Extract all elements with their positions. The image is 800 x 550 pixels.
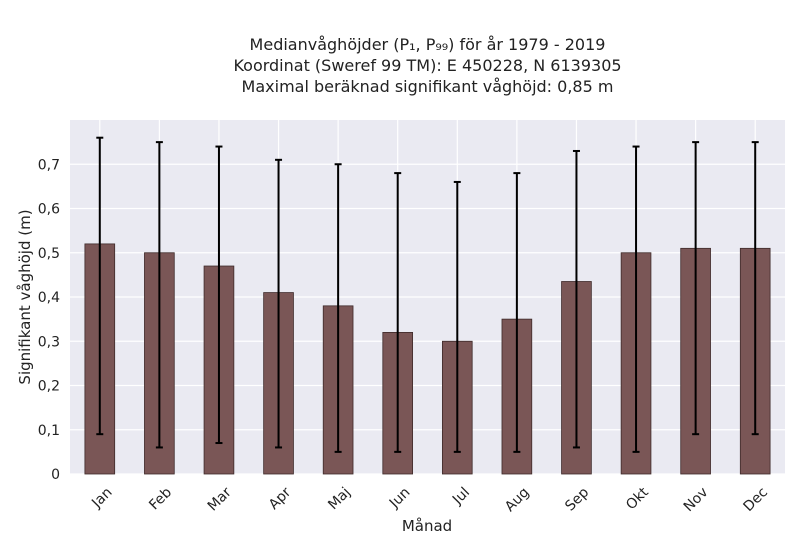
x-tick-label: Okt (623, 484, 652, 513)
error-bars (96, 136, 759, 453)
errorbar-jan (96, 136, 104, 436)
chart-title-line-2: Koordinat (Sweref 99 TM): E 450228, N 61… (233, 56, 622, 75)
x-tick-label: Sep (562, 484, 592, 514)
errorbar-sep (572, 149, 580, 449)
y-axis-ticks: 0 0,1 0,2 0,3 0,4 0,5 0,6 0,7 (38, 157, 60, 483)
x-tick-label: Nov (681, 484, 712, 515)
errorbar-jul (453, 180, 461, 453)
chart-title-line-1: Medianvåghöjder (P₁, P₉₉) för år 1979 - … (249, 35, 606, 54)
x-axis-ticks: Jan Feb Mar Apr Maj Jun Jul Aug Sep Okt Nov Dec (88, 484, 771, 515)
errorbar-nov (692, 141, 700, 436)
chart-title-line-3: Maximal beräknad signifikant våghöjd: 0,… (241, 77, 614, 96)
x-tick-label: Jun (386, 484, 413, 511)
y-tick-label: 0 (51, 467, 60, 483)
x-axis-label: Månad (402, 517, 452, 535)
errorbar-apr (275, 158, 283, 449)
errorbar-feb (155, 141, 163, 449)
x-tick-label: Feb (146, 484, 175, 513)
y-tick-label: 0,5 (38, 246, 60, 262)
x-tick-label: Jul (449, 484, 473, 508)
y-axis-label: Signifikant våghöjd (m) (16, 209, 34, 384)
errorbar-jun (394, 172, 402, 453)
errorbar-mar (215, 145, 223, 445)
errorbar-dec (751, 141, 759, 436)
y-tick-label: 0,7 (38, 157, 60, 173)
x-tick-label: Dec (740, 484, 770, 514)
y-tick-label: 0,2 (38, 379, 60, 395)
y-tick-label: 0,4 (38, 290, 60, 306)
y-tick-label: 0,6 (38, 202, 60, 218)
x-tick-label: Apr (266, 484, 295, 513)
errorbar-maj (334, 163, 342, 453)
errorbar-okt (632, 145, 640, 453)
errorbar-aug (513, 172, 521, 453)
x-tick-label: Jan (88, 484, 115, 511)
y-tick-label: 0,3 (38, 334, 60, 350)
x-tick-label: Aug (502, 484, 533, 515)
x-tick-label: Mar (205, 484, 235, 514)
y-tick-label: 0,1 (38, 423, 60, 439)
x-tick-label: Maj (325, 484, 354, 513)
chart-title: Medianvåghöjder (P₁, P₉₉) för år 1979 - … (70, 34, 785, 97)
